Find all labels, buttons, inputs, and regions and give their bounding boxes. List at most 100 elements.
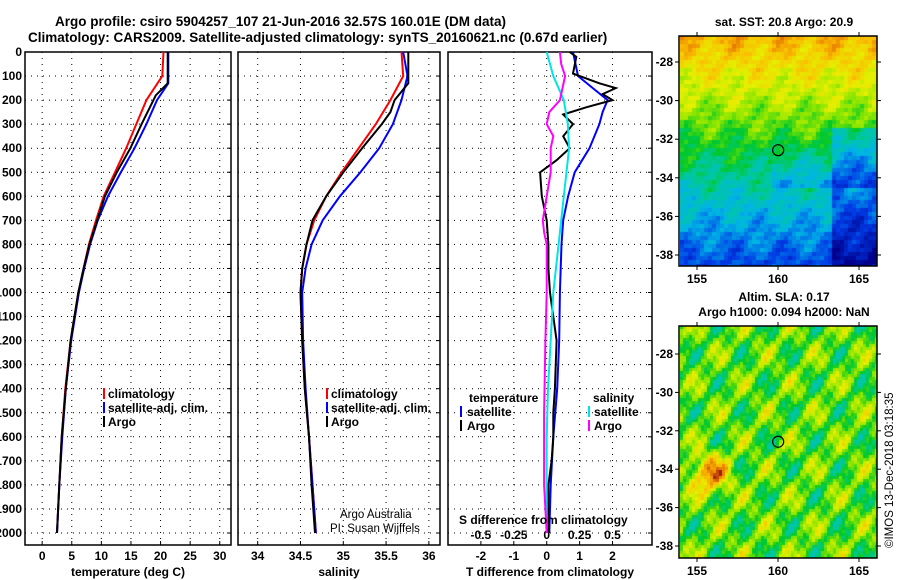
map-2-axes: 155 160 165 -28 -30 -32 -34 -36 -38 — [656, 322, 881, 578]
depth-tick-label: 500 — [2, 165, 22, 179]
lat-tick-label: -36 — [656, 501, 674, 515]
lon-tick-label: 155 — [687, 272, 707, 286]
annotation-line-2: PI: Susan Wijffels — [330, 523, 420, 535]
profile-panel-3: -2 -1 0 1 2 -0.5 -0.25 0 0.25 0.5 T difference fro… — [447, 51, 653, 579]
x-axis-label: salinity — [318, 565, 360, 579]
x-axis-label: temperature (deg C) — [71, 565, 185, 579]
map-frame — [678, 325, 878, 559]
lat-tick-label: -28 — [656, 55, 674, 69]
lat-tick-label: -38 — [656, 539, 674, 553]
depth-tick-label: 1100 — [0, 310, 22, 324]
s-x-tick-label: 0.5 — [604, 528, 621, 542]
x-tick-label: 34.5 — [289, 549, 313, 563]
float-location-marker — [772, 144, 785, 157]
lat-tick-label: -34 — [656, 462, 674, 476]
series-line-s-argo — [541, 51, 567, 534]
lat-tick-label: -38 — [656, 248, 674, 262]
float-location-marker — [772, 435, 785, 448]
legend-label: Argo — [467, 419, 495, 433]
legend-label: satellite — [467, 405, 512, 419]
legend-label: Argo — [108, 415, 136, 429]
lat-tick-label: -32 — [656, 132, 674, 146]
map-1-axes: 155 160 165 -28 -30 -32 -34 -36 -38 — [656, 32, 881, 286]
x-tick-label: 36 — [422, 549, 436, 563]
legend-label: satellite-adj. clim. — [108, 401, 208, 415]
depth-tick-label: 1000 — [0, 286, 22, 300]
x-tick-label: 10 — [95, 549, 109, 563]
plot-frame — [237, 51, 441, 546]
s-x-tick-label: 0 — [543, 528, 550, 542]
x-tick-label: 0 — [39, 549, 46, 563]
depth-tick-label: 400 — [2, 141, 22, 155]
title-line-1: Argo profile: csiro 5904257_107 21-Jun-2… — [55, 14, 506, 29]
depth-tick-label: 100 — [2, 69, 22, 83]
series-line-t-argo — [539, 51, 619, 533]
map1-title: sat. SST: 20.8 Argo: 20.9 — [715, 15, 854, 29]
legend-title-salinity: salinity — [593, 391, 635, 405]
annotation-line-1: Argo Australia — [340, 509, 412, 521]
lat-tick-label: -28 — [656, 347, 674, 361]
x-tick-label: 20 — [154, 549, 168, 563]
legend-label: climatology — [331, 387, 398, 401]
depth-tick-label: 1800 — [0, 478, 22, 492]
x-tick-label: 35.5 — [374, 549, 398, 563]
watermark: ©IMOS 13-Dec-2018 03:18:35 — [884, 392, 896, 548]
s-x-tick-label: -0.25 — [500, 528, 528, 542]
depth-tick-label: 1300 — [0, 358, 22, 372]
depth-tick-label: 0 — [15, 45, 22, 59]
x-tick-label: 0 — [543, 549, 550, 563]
s-x-tick-label: -0.5 — [471, 528, 492, 542]
s-diff-xlabel: S difference from climatology — [459, 513, 628, 527]
lon-tick-label: 155 — [687, 564, 707, 578]
series-line-argo — [299, 52, 410, 534]
depth-tick-label: 1200 — [0, 334, 22, 348]
legend-label: climatology — [108, 387, 175, 401]
legend-label: satellite-adj. clim. — [331, 401, 431, 415]
map-frame — [678, 35, 878, 267]
lat-tick-label: -36 — [656, 209, 674, 223]
sla-map — [680, 326, 877, 558]
lon-tick-label: 160 — [768, 272, 788, 286]
depth-tick-label: 1500 — [0, 406, 22, 420]
x-tick-label: 1 — [576, 549, 583, 563]
lat-tick-label: -32 — [656, 424, 674, 438]
legend-label: satellite — [594, 405, 639, 419]
legend-label: Argo — [331, 415, 359, 429]
map2-title-line-1: Altim. SLA: 0.17 — [738, 290, 830, 304]
depth-tick-label: 1600 — [0, 430, 22, 444]
x-tick-label: 25 — [183, 549, 197, 563]
s-x-tick-label: 0.25 — [568, 528, 592, 542]
depth-tick-label: 900 — [2, 261, 22, 275]
x-tick-label: 2 — [609, 549, 616, 563]
x-axis-label: T difference from climatology — [466, 565, 634, 579]
x-tick-label: -2 — [476, 549, 487, 563]
depth-tick-label: 2000 — [0, 526, 22, 540]
depth-tick-label: 200 — [2, 93, 22, 107]
plot-frame — [24, 51, 232, 546]
lat-tick-label: -30 — [656, 94, 674, 108]
depth-tick-label: 600 — [2, 189, 22, 203]
legend-title-temperature: temperature — [469, 391, 539, 405]
x-tick-label: 15 — [124, 549, 138, 563]
lon-tick-label: 160 — [768, 564, 788, 578]
x-tick-label: 30 — [213, 549, 227, 563]
profile-panel-2: 34 34.5 35 35.5 36 salinity climatologysatelli… — [237, 51, 441, 579]
legend-label: Argo — [594, 419, 622, 433]
x-tick-label: 5 — [68, 549, 75, 563]
depth-tick-label: 1700 — [0, 454, 22, 468]
x-tick-label: 34 — [251, 549, 265, 563]
profile-panel-1: 0100200300400500600700800900100011001200… — [0, 45, 232, 579]
depth-tick-label: 1400 — [0, 382, 22, 396]
plot-frame — [447, 51, 653, 546]
lat-tick-label: -30 — [656, 385, 674, 399]
series-line-t-satellite — [548, 51, 609, 534]
depth-tick-label: 1900 — [0, 502, 22, 516]
series-line-argo — [56, 52, 169, 534]
x-tick-label: 35 — [337, 549, 351, 563]
x-tick-label: -1 — [508, 549, 519, 563]
lon-tick-label: 165 — [849, 272, 869, 286]
depth-tick-label: 700 — [2, 213, 22, 227]
